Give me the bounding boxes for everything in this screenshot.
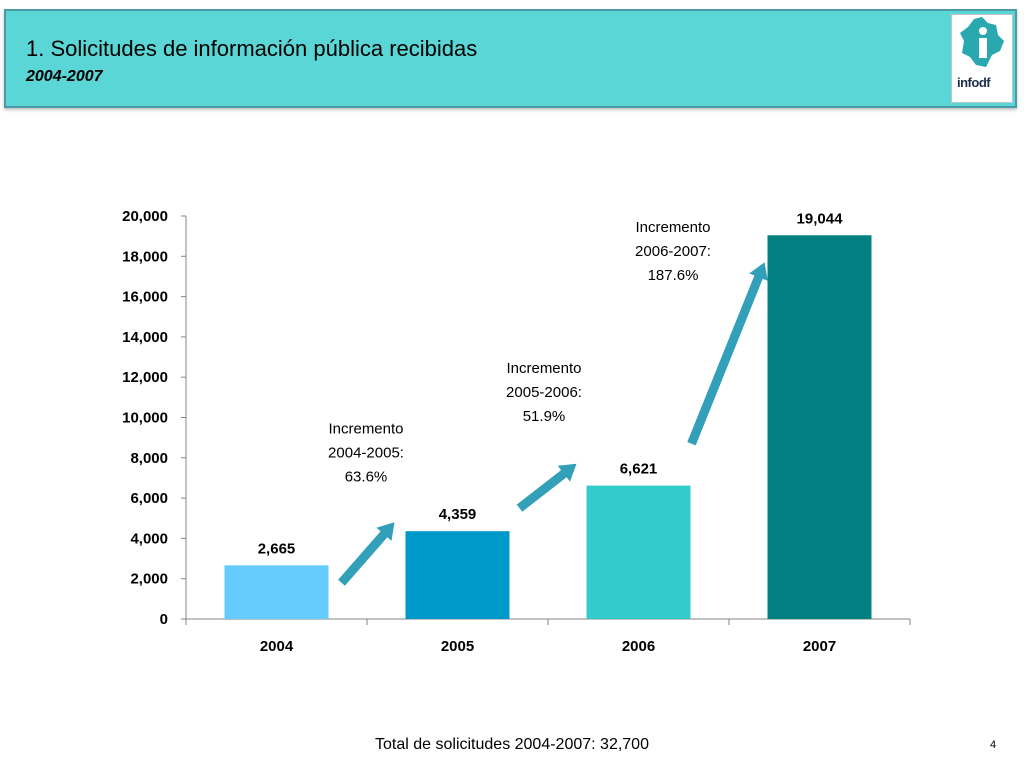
y-tick-label: 6,000: [130, 490, 168, 507]
increment-annotation-line: Incremento: [635, 219, 710, 236]
bar-2005: [405, 531, 510, 619]
y-tick-label: 12,000: [122, 369, 168, 386]
bar-chart: 0 2,000 4,000 6,000 8,000 10,000 12,000 14,000 1…: [122, 208, 911, 655]
bar-2007: [767, 235, 872, 619]
y-tick-label: 0: [160, 611, 168, 628]
increment-annotation-line: 2004-2005:: [328, 445, 404, 462]
increment-annotation-line: 187.6%: [648, 267, 699, 284]
y-tick-label: 16,000: [122, 289, 168, 306]
y-tick-label: 2,000: [130, 571, 168, 588]
bar-value-label: 2,665: [258, 540, 296, 557]
increment-arrow-2: [516, 463, 577, 512]
bar-value-label: 19,044: [797, 210, 844, 227]
slide-title: 1. Solicitudes de información pública re…: [26, 36, 478, 61]
x-tick-label: 2005: [441, 638, 474, 655]
bar-2004: [224, 565, 329, 619]
y-tick-label: 10,000: [122, 410, 168, 427]
increment-annotation-line: 51.9%: [523, 408, 566, 425]
bar-value-label: 4,359: [439, 506, 477, 523]
x-tick-label: 2007: [803, 638, 836, 655]
increment-annotation-line: Incremento: [328, 421, 403, 438]
x-tick-label: 2004: [260, 638, 294, 655]
increment-annotation-line: 2005-2006:: [506, 384, 582, 401]
total-requests-caption: Total de solicitudes 2004-2007: 32,700: [375, 736, 649, 753]
y-tick-label: 20,000: [122, 208, 168, 225]
bar-value-label: 6,621: [620, 461, 658, 478]
page-number: 4: [990, 739, 997, 751]
increment-annotation-line: Incremento: [506, 360, 581, 377]
increment-annotation-line: 63.6%: [345, 469, 388, 486]
x-tick-label: 2006: [622, 638, 655, 655]
increment-arrow-3: [687, 262, 768, 446]
infodf-logo: infodf: [951, 14, 1013, 103]
title-banner: 1. Solicitudes de información pública re…: [4, 9, 1017, 108]
slide-subtitle: 2004-2007: [26, 68, 103, 85]
increment-annotation-line: 2006-2007:: [635, 243, 711, 260]
y-tick-label: 14,000: [122, 329, 168, 346]
y-tick-label: 18,000: [122, 248, 168, 265]
mexico-city-map-icon: [960, 17, 1004, 67]
increment-arrow-1: [338, 522, 395, 586]
y-tick-label: 4,000: [130, 530, 168, 547]
y-tick-label: 8,000: [130, 450, 168, 467]
logo-wordmark: infodf: [957, 75, 991, 90]
bar-2006: [586, 485, 691, 619]
